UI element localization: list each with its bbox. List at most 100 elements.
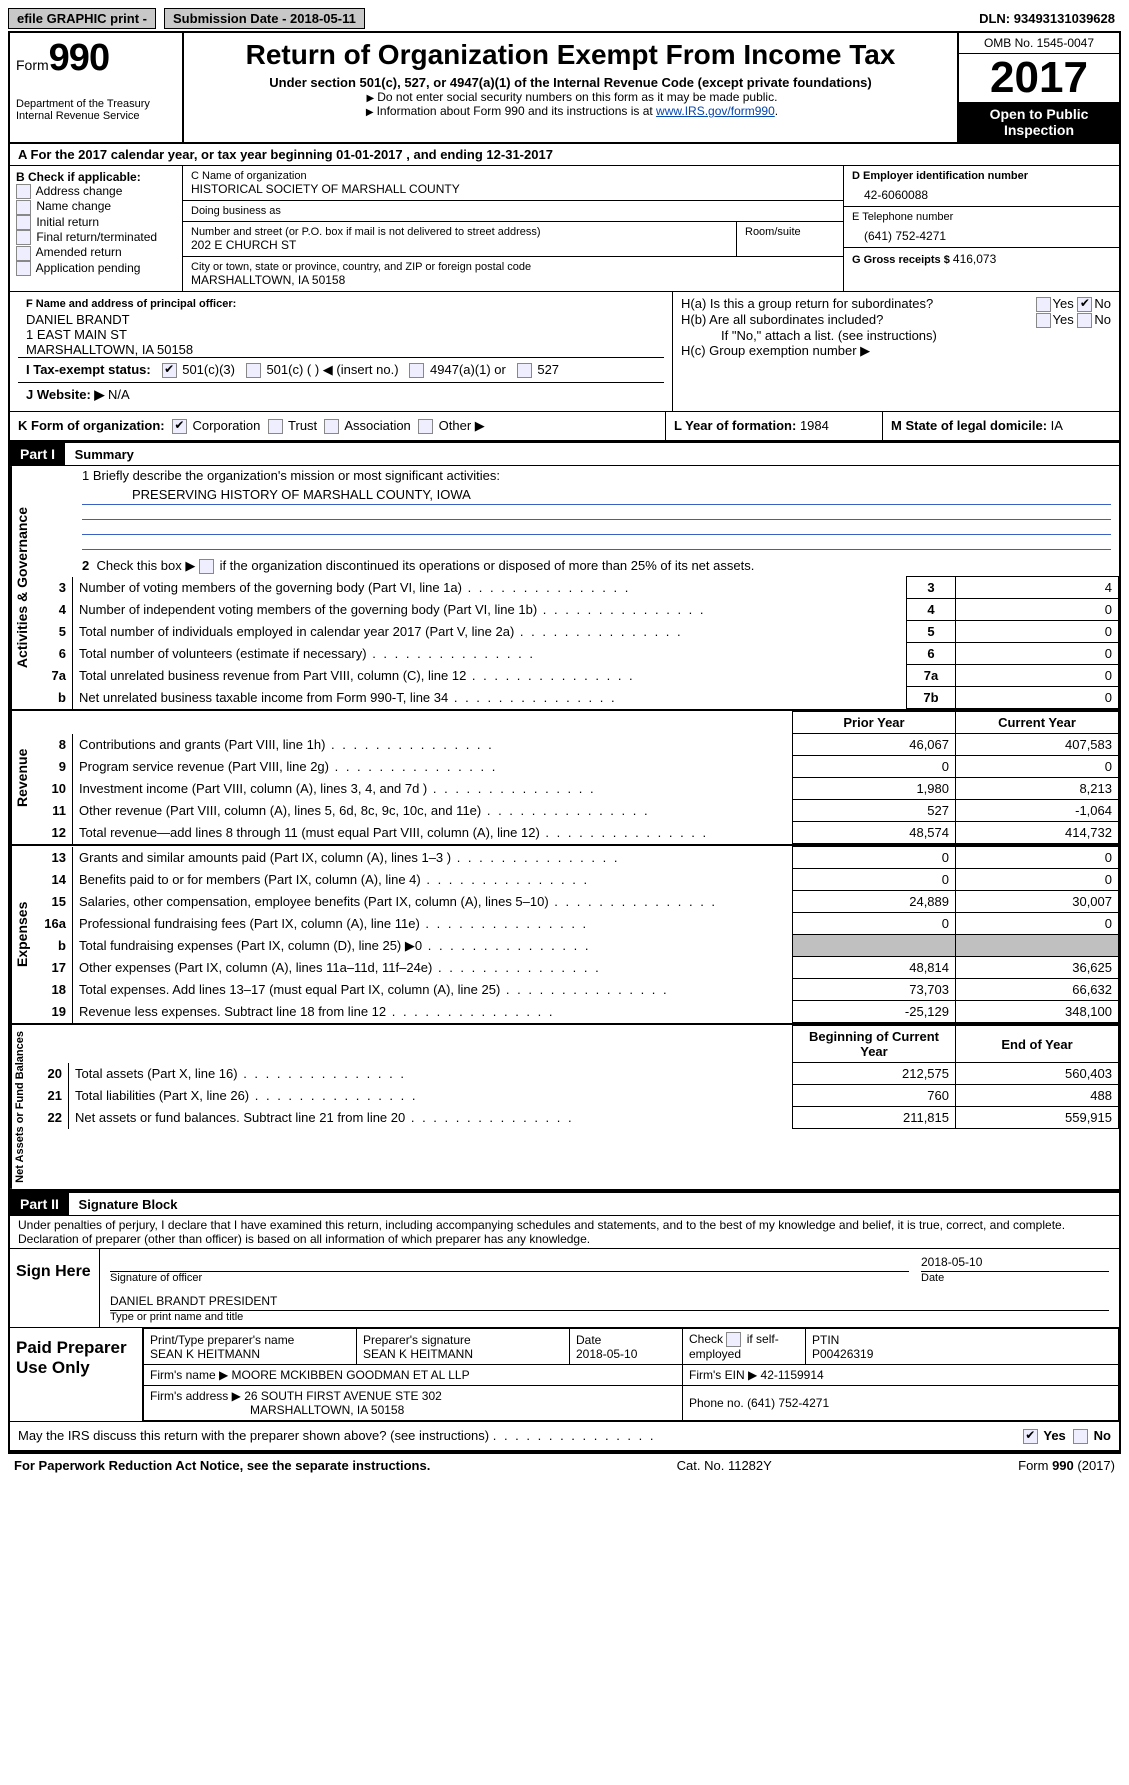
sign-here-label: Sign Here (10, 1249, 100, 1327)
ein-label: D Employer identification number (852, 170, 1111, 182)
check-hb-yes[interactable] (1036, 313, 1051, 328)
check-corporation[interactable] (172, 419, 187, 434)
table-row: 7aTotal unrelated business revenue from … (32, 665, 1119, 687)
check-association[interactable] (324, 419, 339, 434)
col-b: B Check if applicable: Address change Na… (10, 166, 183, 291)
header-center: Return of Organization Exempt From Incom… (184, 33, 957, 142)
irs-link[interactable]: www.IRS.gov/form990 (656, 104, 775, 118)
mission-line2 (82, 505, 1111, 520)
opt-527: 527 (537, 362, 559, 377)
table-row: bTotal fundraising expenses (Part IX, co… (32, 935, 1119, 957)
form-number: 990 (49, 37, 109, 79)
tax-exempt-label: I Tax-exempt status: (26, 362, 151, 377)
check-501c3[interactable] (162, 363, 177, 378)
prep-date-label: Date (576, 1333, 676, 1347)
gross-label: G Gross receipts $ (852, 254, 953, 266)
check-amended-return[interactable] (16, 246, 31, 261)
check-discuss-no[interactable] (1073, 1429, 1088, 1444)
table-row: 16aProfessional fundraising fees (Part I… (32, 913, 1119, 935)
col-d: D Employer identification number 42-6060… (843, 166, 1119, 291)
prep-sig: SEAN K HEITMANN (363, 1347, 563, 1361)
check-other[interactable] (418, 419, 433, 434)
submission-date-button[interactable]: Submission Date - 2018-05-11 (164, 8, 365, 29)
check-address-change[interactable] (16, 184, 31, 199)
hb-note: If "No," attach a list. (see instruction… (681, 328, 1111, 343)
part2-tag: Part II (10, 1193, 69, 1215)
form-title: Return of Organization Exempt From Incom… (194, 39, 947, 71)
col-h: H(a) Is this a group return for subordin… (673, 292, 1119, 411)
line2-label: 2 Check this box ▶ if the organization d… (32, 556, 1119, 576)
check-527[interactable] (517, 363, 532, 378)
note-info: Information about Form 990 and its instr… (377, 104, 656, 118)
part2-header: Part II Signature Block (10, 1191, 1119, 1216)
pra-notice: For Paperwork Reduction Act Notice, see … (14, 1458, 430, 1473)
prep-row2: Firm's name ▶ MOORE MCKIBBEN GOODMAN ET … (144, 1365, 1119, 1386)
officer-label: F Name and address of principal officer: (26, 298, 236, 310)
mission-line4 (82, 535, 1111, 550)
check-initial-return[interactable] (16, 215, 31, 230)
vlabel-expenses: Expenses (10, 846, 32, 1023)
check-discuss-yes[interactable] (1023, 1429, 1038, 1444)
hc-label: H(c) Group exemption number ▶ (681, 343, 1111, 359)
form-subtitle: Under section 501(c), 527, or 4947(a)(1)… (194, 75, 947, 90)
paid-preparer-label: Paid Preparer Use Only (10, 1328, 143, 1421)
sig-date-label: Date (915, 1272, 1115, 1284)
table-row: 21Total liabilities (Part X, line 26)760… (28, 1085, 1119, 1107)
perjury-text: Under penalties of perjury, I declare th… (10, 1216, 1119, 1249)
check-name-change[interactable] (16, 200, 31, 215)
prep-row3: Firm's address ▶ 26 SOUTH FIRST AVENUE S… (144, 1386, 1119, 1421)
table-row: 8Contributions and grants (Part VIII, li… (32, 734, 1119, 756)
check-final-return[interactable] (16, 230, 31, 245)
opt-application-pending: Application pending (36, 261, 141, 275)
hb-label: H(b) Are all subordinates included? (681, 312, 883, 328)
table-row: 9Program service revenue (Part VIII, lin… (32, 756, 1119, 778)
part1-tag: Part I (10, 443, 65, 465)
discuss-label: May the IRS discuss this return with the… (18, 1428, 489, 1443)
check-application-pending[interactable] (16, 261, 31, 276)
check-trust[interactable] (268, 419, 283, 434)
line1-label: 1 Briefly describe the organization's mi… (32, 466, 1119, 485)
self-employed-cell: Check if self-employed (683, 1329, 806, 1365)
gross-value: 416,073 (953, 252, 996, 266)
mission-line3 (82, 520, 1111, 535)
discuss-row: May the IRS discuss this return with the… (10, 1422, 1119, 1450)
check-ha-yes[interactable] (1036, 297, 1051, 312)
firm-addr1: 26 SOUTH FIRST AVENUE STE 302 (244, 1389, 442, 1403)
form-container: Form990 Department of the Treasury Inter… (8, 31, 1121, 1452)
officer-addr2: MARSHALLTOWN, IA 50158 (18, 342, 664, 357)
note-ssn: Do not enter social security numbers on … (377, 90, 777, 104)
table-row: 14Benefits paid to or for members (Part … (32, 869, 1119, 891)
footer: For Paperwork Reduction Act Notice, see … (8, 1452, 1121, 1477)
net-block: Net Assets or Fund Balances Beginning of… (10, 1025, 1119, 1191)
form-id-footer: Form 990 (2017) (1018, 1458, 1115, 1473)
row-a: A For the 2017 calendar year, or tax yea… (10, 144, 1119, 166)
check-hb-no[interactable] (1077, 313, 1092, 328)
irs-label: Internal Revenue Service (16, 110, 176, 122)
city-value: MARSHALLTOWN, IA 50158 (191, 273, 835, 287)
table-row: 12Total revenue—add lines 8 through 11 (… (32, 822, 1119, 844)
table-row: bNet unrelated business taxable income f… (32, 687, 1119, 709)
ha-label: H(a) Is this a group return for subordin… (681, 296, 933, 312)
check-self-employed[interactable] (726, 1332, 741, 1347)
net-table: Beginning of Current YearEnd of Year20To… (28, 1025, 1119, 1129)
check-ha-no[interactable] (1077, 297, 1092, 312)
table-row: 20Total assets (Part X, line 16)212,5755… (28, 1063, 1119, 1085)
firm-phone: (641) 752-4271 (747, 1396, 829, 1410)
dba-label: Doing business as (191, 205, 835, 217)
website-label: J Website: ▶ (26, 387, 108, 402)
opt-501c3: 501(c)(3) (182, 362, 235, 377)
firm-phone-label: Phone no. (689, 1396, 747, 1410)
part1-title: Summary (69, 447, 134, 462)
efile-print-button[interactable]: efile GRAPHIC print - (8, 8, 156, 29)
section-bcd: B Check if applicable: Address change Na… (10, 166, 1119, 292)
table-row: 18Total expenses. Add lines 13–17 (must … (32, 979, 1119, 1001)
prep-row1: Print/Type preparer's nameSEAN K HEITMAN… (144, 1329, 1119, 1365)
check-discontinued[interactable] (199, 559, 214, 574)
exp-block: Expenses 13Grants and similar amounts pa… (10, 846, 1119, 1025)
check-501c[interactable] (246, 363, 261, 378)
firm-addr-label: Firm's address ▶ (150, 1389, 244, 1403)
rev-table: Prior YearCurrent Year8Contributions and… (32, 711, 1119, 844)
check-4947[interactable] (409, 363, 424, 378)
type-name-label: Type or print name and title (104, 1311, 1115, 1323)
table-row: 5Total number of individuals employed in… (32, 621, 1119, 643)
